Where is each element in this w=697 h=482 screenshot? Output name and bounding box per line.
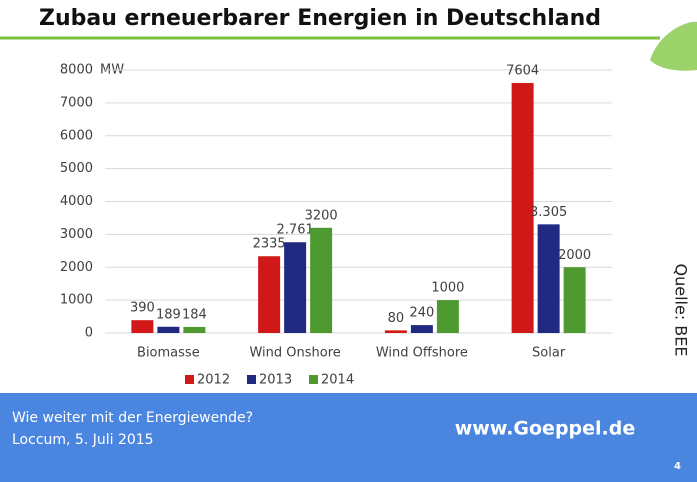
bar: [258, 256, 280, 333]
bar: [411, 325, 433, 333]
slide: Zubau erneuerbarer Energien in Deutschla…: [0, 0, 697, 482]
bar: [284, 242, 306, 333]
x-tick-label: Biomasse: [137, 346, 200, 361]
bar: [538, 224, 560, 333]
y-tick-label: 2000: [60, 260, 93, 275]
y-tick-label: 3000: [60, 227, 93, 242]
value-label: 184: [182, 307, 207, 322]
legend-swatch: [309, 375, 318, 384]
footer-line1: Wie weiter mit der Energiewende?: [12, 410, 253, 426]
bar: [183, 327, 205, 333]
leaf-decoration: [650, 22, 697, 71]
x-tick-label: Wind Offshore: [376, 346, 468, 361]
value-label: 3200: [305, 208, 338, 223]
page: Zubau erneuerbarer Energien in Deutschla…: [0, 0, 697, 482]
value-label: 7604: [506, 64, 539, 79]
value-label: 2.761: [277, 223, 314, 238]
value-label: 2335: [253, 237, 286, 252]
value-label: 1000: [431, 281, 464, 296]
bar: [310, 228, 332, 333]
y-tick-label: 1000: [60, 293, 93, 308]
value-label: 3.305: [530, 205, 567, 220]
value-label: 2000: [558, 248, 591, 263]
bar: [157, 327, 179, 333]
footer-url: www.Goeppel.de: [455, 418, 636, 440]
legend-label: 2013: [259, 373, 292, 388]
y-tick-label: 4000: [60, 194, 93, 209]
value-label: 80: [388, 311, 405, 326]
y-tick-label: 8000: [60, 63, 93, 78]
value-label: 390: [130, 301, 155, 316]
value-label: 240: [409, 306, 434, 321]
value-label: 189: [156, 307, 181, 322]
legend-swatch: [185, 375, 194, 384]
footer-line2: Loccum, 5. Juli 2015: [12, 432, 154, 448]
bar: [437, 300, 459, 333]
bar: [131, 320, 153, 333]
bar: [385, 330, 407, 333]
y-tick-label: 5000: [60, 161, 93, 176]
chart-title: Zubau erneuerbarer Energien in Deutschla…: [39, 6, 601, 31]
source: Quelle: BEE: [672, 264, 691, 357]
x-tick-label: Solar: [532, 346, 566, 361]
legend-label: 2012: [197, 373, 230, 388]
bar: [564, 267, 586, 333]
y-tick-label: 7000: [60, 95, 93, 110]
legend-label: 2014: [321, 373, 354, 388]
x-tick-label: Wind Onshore: [249, 346, 340, 361]
legend-swatch: [247, 375, 256, 384]
y-tick-label: 0: [85, 326, 93, 341]
y-tick-label: 6000: [60, 128, 93, 143]
page-number: 4: [674, 461, 681, 472]
